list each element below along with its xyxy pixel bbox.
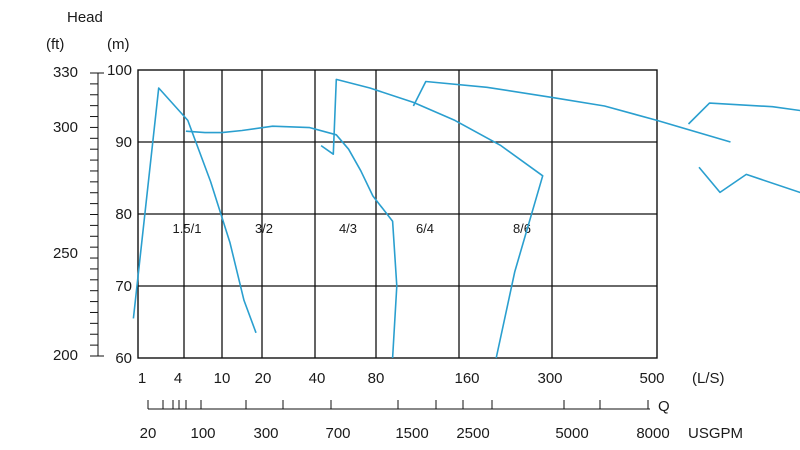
zone-label-3: 6/4 bbox=[416, 221, 434, 236]
ls-tick-label-6: 160 bbox=[454, 370, 479, 387]
plot-frame bbox=[137, 69, 658, 359]
m-axis-tick-labels: 60 70 80 90 100 bbox=[107, 62, 132, 367]
q-label: Q bbox=[658, 398, 670, 415]
m-tick-label-100: 100 bbox=[107, 62, 132, 79]
m-tick-label-80: 80 bbox=[115, 206, 132, 223]
ls-tick-label-2: 10 bbox=[214, 370, 231, 387]
gpm-tick-label-4: 1500 bbox=[395, 425, 428, 442]
curve-3 bbox=[412, 80, 731, 143]
m-tick-label-70: 70 bbox=[115, 278, 132, 295]
ls-tick-label-8: 500 bbox=[639, 370, 664, 387]
curve-2 bbox=[320, 78, 544, 359]
curve-4 bbox=[687, 102, 800, 125]
ls-tick-label-1: 4 bbox=[174, 370, 182, 387]
curve-1 bbox=[185, 125, 398, 359]
ft-tick-label-250: 250 bbox=[53, 245, 78, 262]
gpm-unit-label: USGPM bbox=[688, 425, 743, 442]
ft-unit-label: (ft) bbox=[46, 36, 64, 53]
grid-lines bbox=[138, 70, 657, 358]
gpm-scale bbox=[147, 400, 650, 410]
ft-tick-label-200: 200 bbox=[53, 347, 78, 364]
ls-tick-label-4: 40 bbox=[309, 370, 326, 387]
curve-5 bbox=[698, 166, 800, 194]
gpm-tick-label-6: 5000 bbox=[555, 425, 588, 442]
head-label: Head bbox=[67, 9, 103, 26]
gpm-tick-label-5: 2500 bbox=[456, 425, 489, 442]
ls-axis-tick-labels: 1 4 10 20 40 80 160 300 500 bbox=[138, 370, 665, 387]
ls-tick-label-7: 300 bbox=[537, 370, 562, 387]
curve-0 bbox=[132, 87, 257, 334]
m-unit-label: (m) bbox=[107, 36, 130, 53]
gpm-tick-label-3: 700 bbox=[325, 425, 350, 442]
m-tick-label-60: 60 bbox=[115, 350, 132, 367]
gpm-tick-label-0: 20 bbox=[140, 425, 157, 442]
ls-tick-label-0: 1 bbox=[138, 370, 146, 387]
gpm-tick-label-7: 8000 bbox=[636, 425, 669, 442]
performance-curves bbox=[132, 78, 800, 359]
ls-tick-label-3: 20 bbox=[255, 370, 272, 387]
ft-axis-ticks bbox=[90, 72, 104, 357]
ft-tick-label-330: 330 bbox=[53, 64, 78, 81]
ft-axis-tick-labels: 200 250 300 330 bbox=[53, 64, 78, 364]
zone-label-2: 4/3 bbox=[339, 221, 357, 236]
gpm-tick-label-1: 100 bbox=[190, 425, 215, 442]
flow-unit-label: (L/S) bbox=[692, 370, 725, 387]
gpm-axis-tick-labels: 20 100 300 700 1500 2500 5000 8000 bbox=[140, 425, 670, 442]
zone-label-0: 1.5/1 bbox=[173, 221, 202, 236]
zone-label-1: 3/2 bbox=[255, 221, 273, 236]
ft-tick-label-300: 300 bbox=[53, 119, 78, 136]
ls-tick-label-5: 80 bbox=[368, 370, 385, 387]
m-tick-label-90: 90 bbox=[115, 134, 132, 151]
gpm-tick-label-2: 300 bbox=[253, 425, 278, 442]
